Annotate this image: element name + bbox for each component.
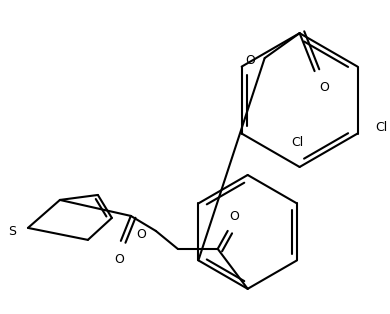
Text: O: O [136,228,146,241]
Text: Cl: Cl [291,136,304,149]
Text: O: O [230,210,239,223]
Text: O: O [114,253,124,266]
Text: O: O [245,54,255,67]
Text: S: S [8,225,16,238]
Text: Cl: Cl [376,121,388,134]
Text: O: O [319,81,330,94]
